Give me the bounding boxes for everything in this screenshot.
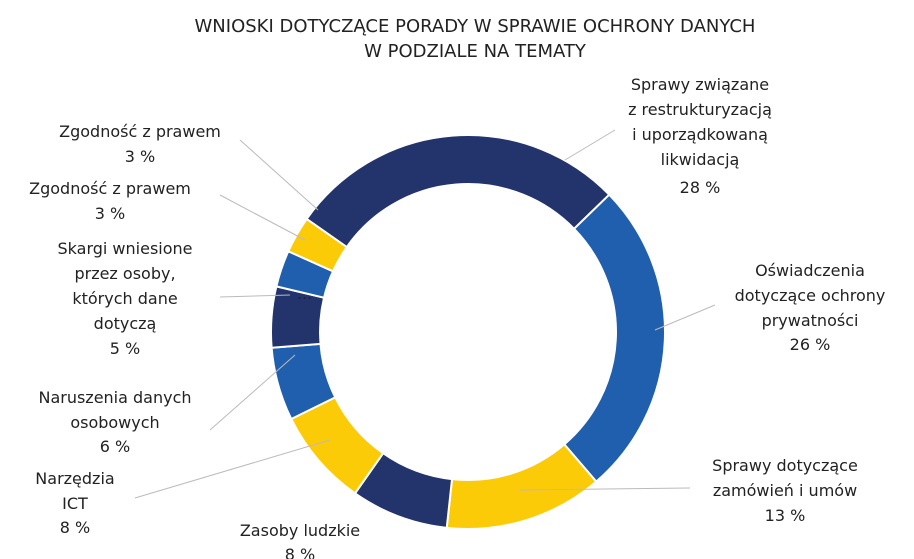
slice-value-label: 13 % — [764, 506, 806, 525]
slice-label: Skargi wniesione przez osoby, których da… — [57, 239, 193, 333]
slice-label: Sprawy związane z restrukturyzacją i upo… — [628, 75, 772, 169]
slice-label: Naruszenia danych osobowych — [38, 388, 192, 432]
slice-value-label: 3 % — [124, 147, 156, 166]
leader-line — [209, 354, 296, 431]
donut-slice — [562, 193, 666, 483]
slice-label: Zgodność z prawem — [29, 179, 191, 198]
slice-value-label: 6 % — [99, 437, 131, 456]
slice-label: Zgodność z prawem — [59, 122, 221, 141]
leader-line — [519, 487, 691, 491]
donut-slice — [305, 134, 611, 249]
leader-line — [239, 139, 319, 211]
leader-line — [219, 194, 306, 241]
slice-label: Sprawy dotyczące zamówień i umów — [712, 456, 858, 500]
leader-line — [219, 294, 291, 298]
slice-label: Zasoby ludzkie — [239, 521, 361, 540]
slice-annotation: … — [297, 285, 312, 303]
slice-value-label: 8 % — [59, 518, 91, 537]
slice-label: Oświadczenia dotyczące ochrony prywatnoś… — [734, 261, 886, 330]
donut-slice — [445, 442, 598, 530]
slice-value-label: 26 % — [789, 335, 831, 354]
slice-value-label: 8 % — [284, 545, 316, 559]
chart-title: WNIOSKI DOTYCZĄCE PORADY W SPRAWIE OCHRO… — [194, 16, 756, 62]
donut-slice — [286, 217, 349, 273]
slice-value-label: 5 % — [109, 339, 141, 358]
leader-line — [564, 129, 616, 161]
leader-line — [654, 304, 716, 331]
slice-value-label: 3 % — [94, 204, 126, 223]
slice-label: Narzędzia ICT — [35, 469, 115, 513]
leader-line — [134, 439, 331, 499]
slice-value-label: 28 % — [679, 178, 721, 197]
